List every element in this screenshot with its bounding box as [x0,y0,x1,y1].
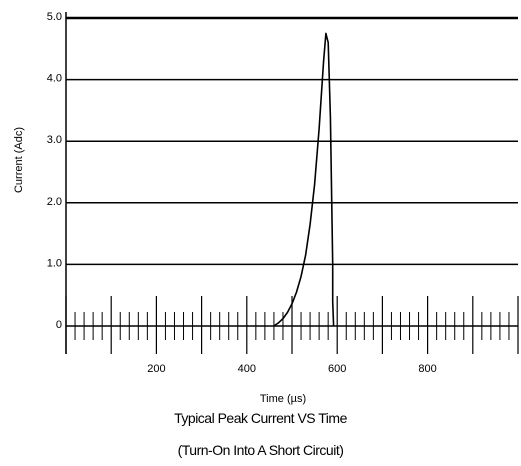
chart-subtitle: (Turn-On Into A Short Circuit) [177,442,344,458]
x-tick-label: 400 [238,363,256,375]
y-axis-label: Current (Adc) [13,127,25,193]
series-line [273,32,335,327]
y-ticks: 0 1.0 2.0 3.0 4.0 5.0 [47,11,62,331]
y-tick-label: 5.0 [47,11,62,23]
x-axis-label: Time (µs) [260,393,306,405]
y-tick-label: 1.0 [47,257,62,269]
y-tick-label: 4.0 [47,73,62,85]
x-tick-label: 200 [147,363,165,375]
x-ticks: 200 400 600 800 [65,296,519,375]
y-tick-label: 0 [56,319,62,331]
series [273,32,335,327]
x-tick-label: 600 [328,363,346,375]
y-tick-label: 2.0 [47,196,62,208]
x-tick-label: 800 [418,363,436,375]
y-tick-label: 3.0 [47,134,62,146]
chart-title: Typical Peak Current VS Time [174,410,347,426]
grid [66,16,518,266]
